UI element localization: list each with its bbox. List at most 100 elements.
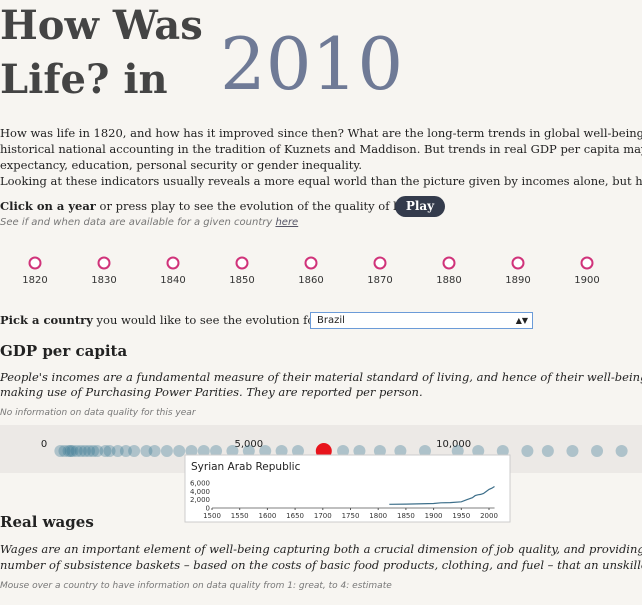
year-marker[interactable] bbox=[97, 256, 111, 270]
country-dot[interactable] bbox=[87, 445, 100, 457]
country-dot[interactable] bbox=[197, 445, 210, 457]
x-tick-label: 1950 bbox=[452, 512, 470, 520]
country-dot[interactable] bbox=[58, 445, 71, 457]
instruction-text: or press play to see the evolution of th… bbox=[95, 199, 412, 213]
country-dot[interactable] bbox=[472, 445, 485, 457]
country-dot[interactable] bbox=[173, 445, 186, 457]
country-dot[interactable] bbox=[83, 445, 96, 457]
country-prompt: Pick a country you would like to see the… bbox=[0, 312, 642, 328]
x-tick-label: 2000 bbox=[480, 512, 498, 520]
quality-note: No information on data quality for this … bbox=[0, 408, 196, 418]
country-dot[interactable] bbox=[103, 445, 116, 457]
country-dot[interactable] bbox=[111, 445, 124, 457]
instruction: Click on a year or press play to see the… bbox=[0, 198, 642, 214]
country-dot[interactable] bbox=[185, 445, 198, 457]
country-dot[interactable] bbox=[394, 445, 407, 457]
country-dot[interactable] bbox=[62, 445, 75, 457]
play-button[interactable]: Play bbox=[395, 196, 445, 217]
country-dot[interactable] bbox=[496, 445, 509, 457]
intro-line: Looking at these indicators usually reve… bbox=[0, 174, 642, 188]
country-dot[interactable] bbox=[291, 445, 304, 457]
country-dot[interactable] bbox=[91, 445, 104, 457]
country-dot[interactable] bbox=[64, 445, 77, 457]
country-dot[interactable] bbox=[74, 445, 87, 457]
country-dot[interactable] bbox=[242, 445, 255, 457]
y-tick-label: 0 bbox=[206, 505, 210, 513]
availability-text: See if and when data are available for a… bbox=[0, 217, 276, 228]
prompt-bold: Pick a country bbox=[0, 313, 93, 327]
x-tick-label: 5,000 bbox=[235, 439, 264, 450]
country-dot[interactable] bbox=[373, 445, 386, 457]
year-marker[interactable] bbox=[304, 256, 318, 270]
country-dot[interactable] bbox=[119, 445, 132, 457]
description-line: Wages are an important element of well-b… bbox=[0, 542, 642, 556]
timeline: 1820 1830 1840 1850 1860 1870 1880 1890 1900 bbox=[22, 256, 600, 286]
year-label: 1890 bbox=[505, 275, 530, 286]
description-line: People's incomes are a fundamental measu… bbox=[0, 370, 642, 384]
country-dot[interactable] bbox=[418, 445, 431, 457]
gdp-strip-chart: 0 5,000 10,000 Syrian Arab Republic 1500 1550… bbox=[0, 425, 642, 523]
country-dot[interactable] bbox=[78, 445, 91, 457]
year-label: 1840 bbox=[160, 275, 185, 286]
year-label: 1880 bbox=[436, 275, 461, 286]
year-display: 2010 bbox=[220, 22, 404, 106]
x-tick-label: 0 bbox=[41, 439, 47, 450]
country-dot[interactable] bbox=[140, 445, 153, 457]
title: Life? in bbox=[0, 56, 168, 103]
country-dot[interactable] bbox=[566, 445, 579, 457]
prompt-text: you would like to see the evolution for … bbox=[92, 313, 328, 327]
country-dot[interactable] bbox=[128, 445, 141, 457]
quality-note: Mouse over a country to have information… bbox=[0, 581, 392, 591]
year-marker[interactable] bbox=[511, 256, 525, 270]
tooltip bbox=[184, 454, 511, 523]
country-dot[interactable] bbox=[99, 445, 112, 457]
tooltip-title: Syrian Arab Republic bbox=[191, 461, 301, 473]
section-heading: GDP per capita bbox=[0, 342, 128, 360]
gdp-line bbox=[389, 485, 495, 505]
description-line: making use of Purchasing Power Parities.… bbox=[0, 385, 423, 399]
description-line: number of subsistence baskets – based on… bbox=[0, 558, 642, 572]
intro-line: historical national accounting in the tr… bbox=[0, 142, 642, 156]
title: How Was bbox=[0, 2, 203, 49]
year-marker[interactable] bbox=[166, 256, 180, 270]
year-marker[interactable] bbox=[442, 256, 456, 270]
country-dot[interactable] bbox=[66, 445, 79, 457]
year-label: 1870 bbox=[367, 275, 392, 286]
y-tick-label: 6,000 bbox=[190, 480, 210, 488]
x-tick-label: 1500 bbox=[203, 512, 221, 520]
country-dot[interactable] bbox=[353, 445, 366, 457]
section-heading: Real wages bbox=[0, 513, 94, 531]
country-dot[interactable] bbox=[259, 445, 272, 457]
year-label: 1820 bbox=[22, 275, 47, 286]
x-tick-label: 1650 bbox=[286, 512, 304, 520]
country-select[interactable]: Brazil ▲▼ bbox=[310, 312, 533, 329]
x-tick-label: 1850 bbox=[397, 512, 415, 520]
intro-line: How was life in 1820, and how has it imp… bbox=[0, 126, 642, 140]
year-marker[interactable] bbox=[28, 256, 42, 270]
availability-link[interactable]: here bbox=[275, 217, 299, 228]
country-dot[interactable] bbox=[148, 445, 161, 457]
x-tick-label: 1800 bbox=[369, 512, 387, 520]
country-dot[interactable] bbox=[275, 445, 288, 457]
country-dot[interactable] bbox=[615, 445, 628, 457]
country-dot[interactable] bbox=[521, 445, 534, 457]
instruction-bold: Click on a year bbox=[0, 199, 96, 213]
country-dot[interactable] bbox=[226, 445, 239, 457]
select-arrow: ▲▼ bbox=[515, 316, 528, 325]
selected-country: Brazil bbox=[317, 315, 345, 326]
year-marker[interactable] bbox=[373, 256, 387, 270]
x-tick-label: 1600 bbox=[258, 512, 276, 520]
country-dot[interactable] bbox=[451, 445, 464, 457]
country-dot[interactable] bbox=[591, 445, 604, 457]
year-label: 1830 bbox=[91, 275, 116, 286]
y-tick-label: 4,000 bbox=[190, 488, 210, 496]
year-marker[interactable] bbox=[580, 256, 594, 270]
country-dot[interactable] bbox=[70, 445, 83, 457]
country-dot[interactable] bbox=[210, 445, 223, 457]
country-dot[interactable] bbox=[54, 445, 67, 457]
country-dot[interactable] bbox=[160, 445, 173, 457]
year-marker[interactable] bbox=[235, 256, 249, 270]
country-dot[interactable] bbox=[337, 445, 350, 457]
country-dot[interactable] bbox=[541, 445, 554, 457]
